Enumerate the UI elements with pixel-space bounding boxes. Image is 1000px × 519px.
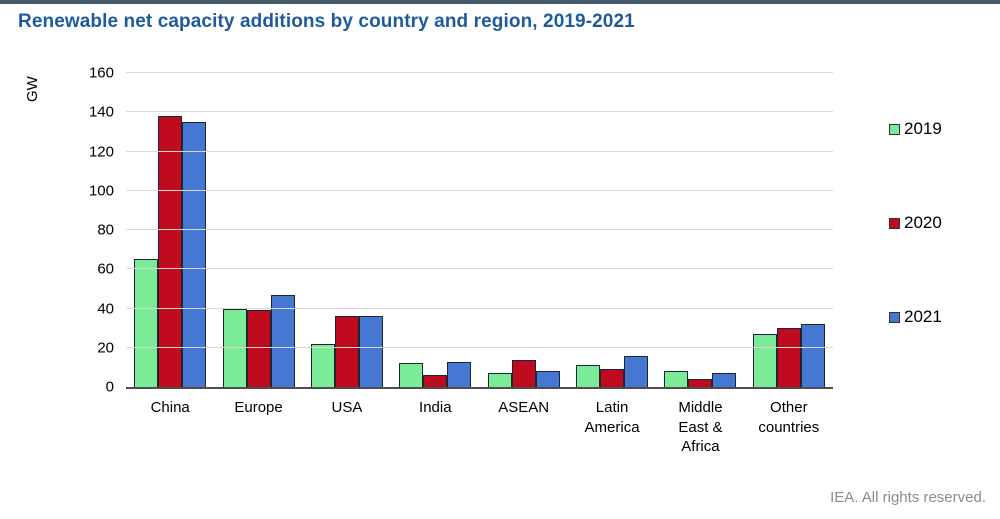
y-tick-140: 140 <box>88 103 114 121</box>
gridline-120 <box>126 150 833 152</box>
gridline-140 <box>126 111 833 113</box>
gridline-40 <box>126 307 833 309</box>
legend-swatch-2019 <box>889 123 900 135</box>
bar-group-latin-america <box>568 73 656 387</box>
y-tick-120: 120 <box>88 143 114 160</box>
bar-india-2019 <box>399 363 424 387</box>
bar-middle-east-africa-2019 <box>664 371 689 387</box>
gridline-20 <box>126 346 833 348</box>
bar-group-other-countries <box>745 73 833 387</box>
copyright-note: IEA. All rights reserved. <box>830 489 986 506</box>
legend-swatch-2020 <box>889 217 900 229</box>
bar-other-countries-2020 <box>776 328 801 387</box>
bar-china-2019 <box>134 259 159 387</box>
legend-label-2020: 2020 <box>904 213 942 232</box>
legend-item-2020: 2020 <box>889 213 942 233</box>
bar-groups <box>126 73 833 387</box>
bar-group-europe <box>214 73 302 387</box>
bar-other-countries-2021 <box>800 324 825 387</box>
bar-europe-2020 <box>246 310 271 387</box>
bar-usa-2020 <box>334 316 359 387</box>
bar-china-2021 <box>182 122 207 387</box>
bar-other-countries-2019 <box>752 334 777 387</box>
x-label-middle-east-africa: Middle East & Africa <box>678 399 723 455</box>
bar-europe-2019 <box>222 308 247 387</box>
y-tick-20: 20 <box>97 339 114 357</box>
bar-asean-2021 <box>535 371 560 387</box>
gridline-160 <box>126 72 833 73</box>
legend-item-2021: 2021 <box>889 307 942 327</box>
bar-usa-2019 <box>310 343 335 387</box>
gridline-100 <box>126 189 833 191</box>
y-tick-60: 60 <box>97 260 114 278</box>
bar-asean-2020 <box>511 359 536 387</box>
x-axis-labels: China Europe USA India ASEAN Latin America Mid… <box>126 398 833 457</box>
bar-middle-east-africa-2020 <box>688 379 713 387</box>
y-axis-title: GW <box>24 76 41 102</box>
y-tick-160: 160 <box>88 64 114 82</box>
bar-asean-2019 <box>487 373 512 387</box>
gridline-60 <box>126 268 833 270</box>
bar-middle-east-africa-2021 <box>712 373 737 387</box>
legend-item-2019: 2019 <box>889 119 942 139</box>
x-label-asean: ASEAN <box>498 399 550 416</box>
bar-group-china <box>126 73 214 387</box>
bar-group-middle-east-africa <box>656 73 744 387</box>
bar-india-2020 <box>423 375 448 387</box>
bar-latin-america-2020 <box>600 369 625 387</box>
y-tick-80: 80 <box>97 221 114 239</box>
bar-group-usa <box>303 73 391 387</box>
bar-china-2020 <box>158 116 183 387</box>
bar-india-2021 <box>447 361 472 387</box>
y-tick-100: 100 <box>88 182 114 200</box>
bar-group-india <box>391 73 479 387</box>
legend-label-2021: 2021 <box>904 307 942 326</box>
x-label-latin-america: Latin America <box>584 399 640 436</box>
plot-area: 0 20 40 60 80 100 120 140 160 <box>89 65 833 396</box>
x-label-china: China <box>150 399 190 416</box>
legend-swatch-2021 <box>889 311 900 323</box>
x-label-europe: Europe <box>234 399 283 416</box>
bar-latin-america-2021 <box>624 355 649 387</box>
bar-europe-2021 <box>270 294 295 387</box>
bar-group-asean <box>480 73 568 387</box>
y-tick-40: 40 <box>97 300 114 317</box>
x-label-other-countries: Other countries <box>758 399 820 436</box>
bar-latin-america-2019 <box>576 365 601 387</box>
x-label-india: India <box>419 399 452 416</box>
legend: 2019 2020 2021 <box>889 119 942 327</box>
x-label-usa: USA <box>331 399 363 416</box>
gridline-80 <box>126 229 833 230</box>
header-rule <box>0 0 1000 4</box>
bar-usa-2021 <box>358 316 383 387</box>
legend-label-2019: 2019 <box>904 119 942 138</box>
y-tick-0: 0 <box>105 378 114 396</box>
chart-title: Renewable net capacity additions by coun… <box>18 11 635 32</box>
